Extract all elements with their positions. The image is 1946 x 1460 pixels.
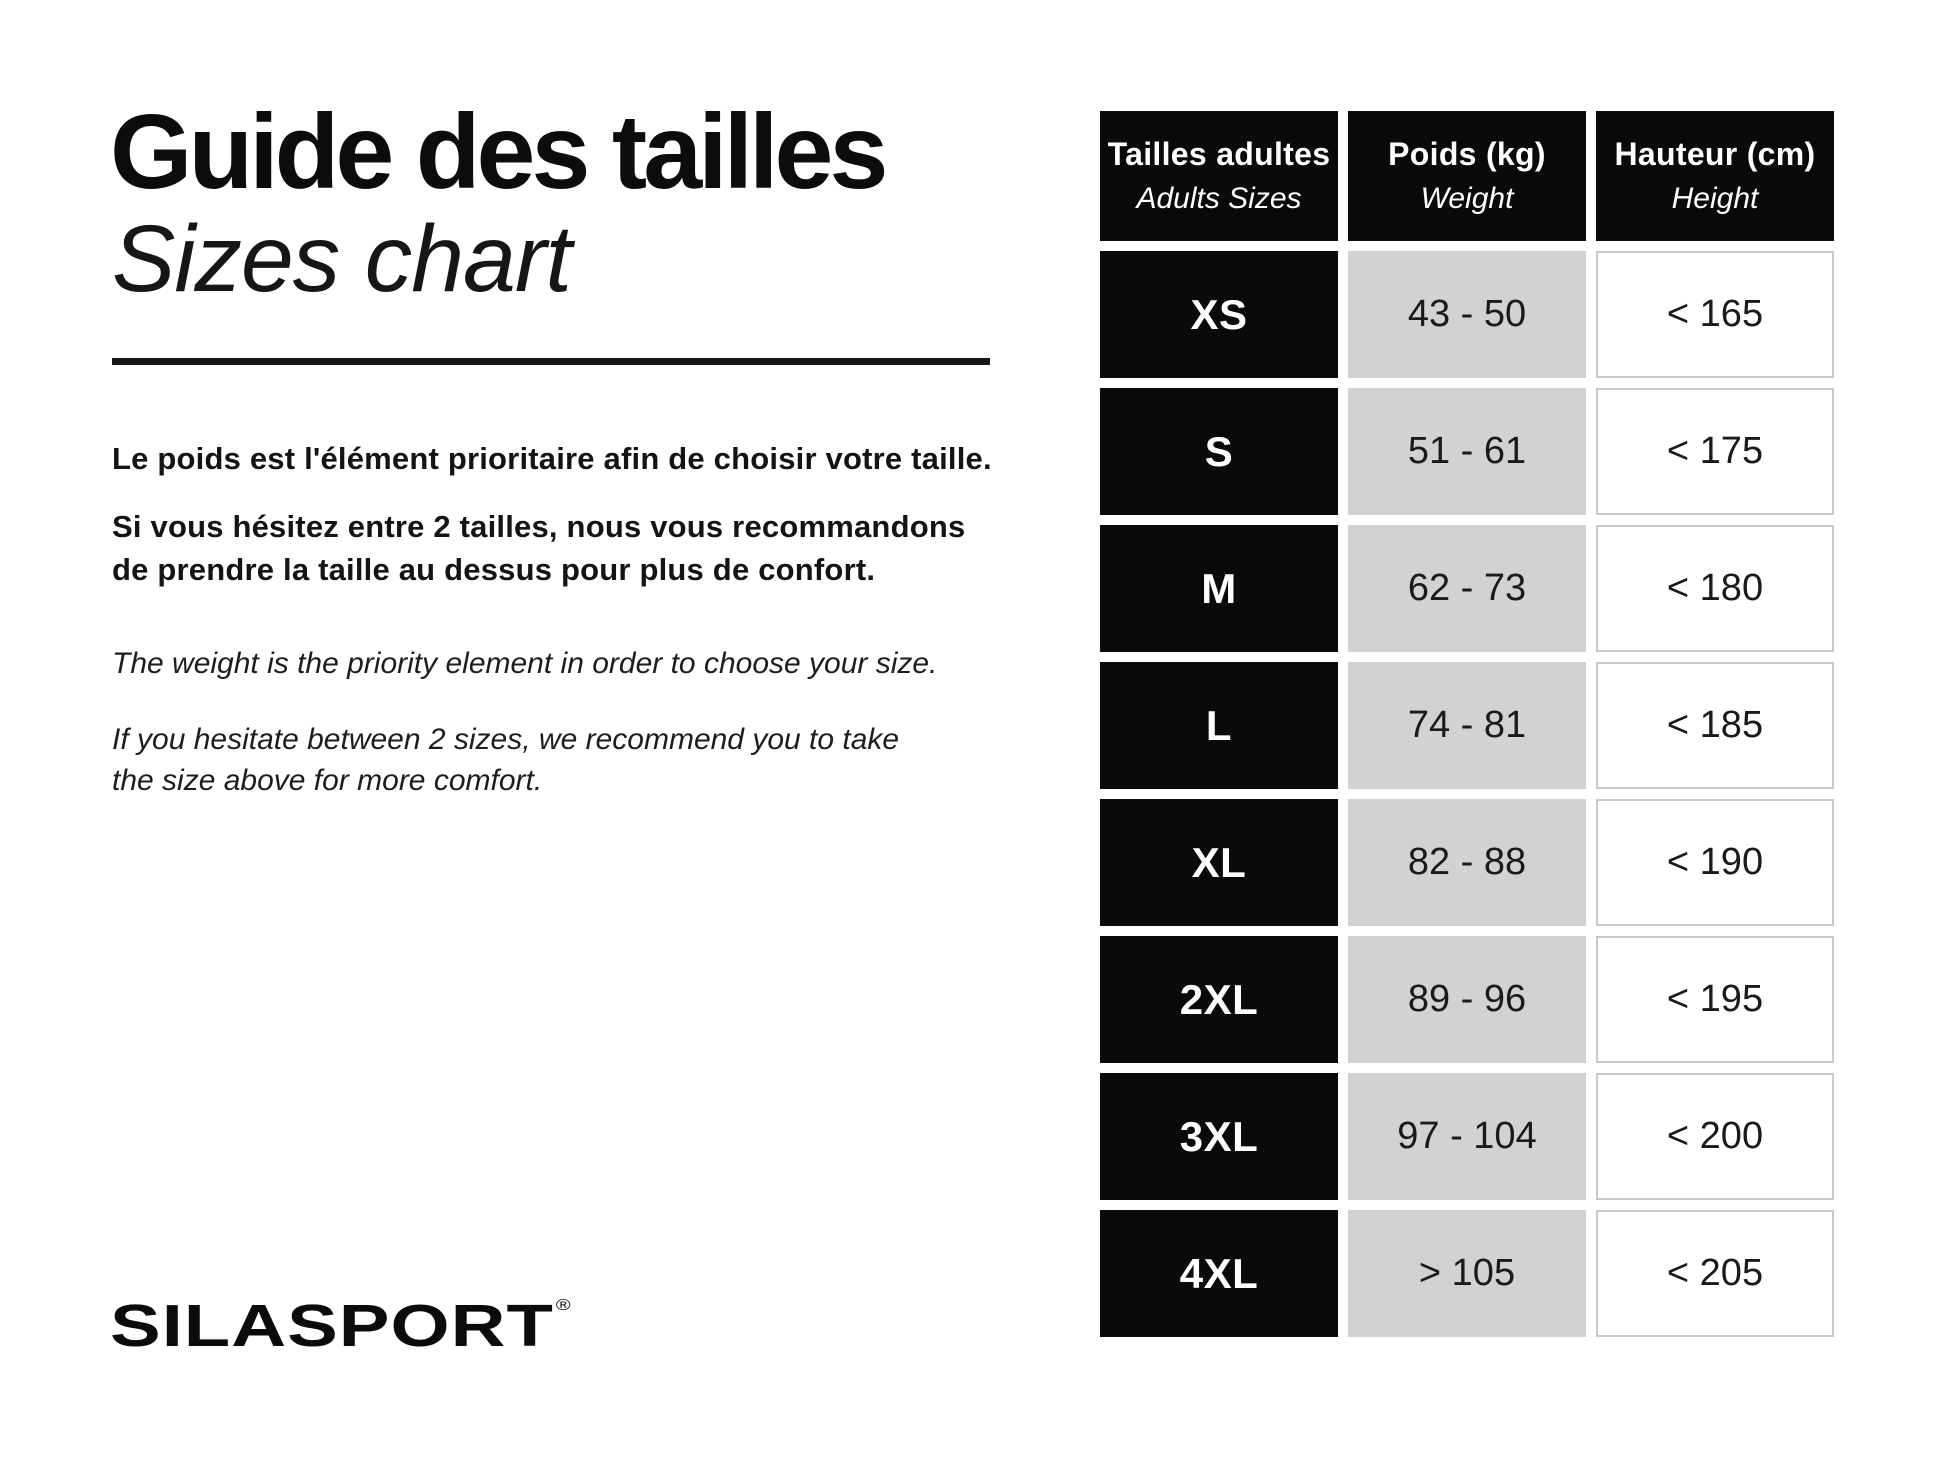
weight-range-cell: 82 - 88 <box>1348 799 1586 926</box>
silasport-logo: SILASPORT ® <box>110 1292 572 1360</box>
page-title-english: Sizes chart <box>112 206 572 312</box>
page-title-french: Guide des tailles <box>110 93 888 211</box>
column-header-label-en: Height <box>1671 182 1759 215</box>
size-label-cell: S <box>1100 388 1338 515</box>
title-divider-rule <box>112 358 990 365</box>
column-header-label-fr: Poids (kg) <box>1388 136 1546 172</box>
height-limit-cell: < 185 <box>1596 662 1834 789</box>
height-limit-cell: < 200 <box>1596 1073 1834 1200</box>
weight-range-cell: 74 - 81 <box>1348 662 1586 789</box>
column-header-label-fr: Hauteur (cm) <box>1614 136 1816 172</box>
registered-trademark-icon: ® <box>555 1296 572 1314</box>
weight-range-cell: 51 - 61 <box>1348 388 1586 515</box>
size-label-cell: L <box>1100 662 1338 789</box>
height-limit-cell: < 190 <box>1596 799 1834 926</box>
weight-range-cell: > 105 <box>1348 1210 1586 1337</box>
column-header-label-en: Weight <box>1420 182 1514 215</box>
size-label-cell: 4XL <box>1100 1210 1338 1337</box>
height-limit-cell: < 180 <box>1596 525 1834 652</box>
column-header-label-fr: Tailles adultes <box>1107 136 1331 172</box>
intro-french-weight-priority: Le poids est l'élément prioritaire afin … <box>112 441 992 476</box>
weight-range-cell: 62 - 73 <box>1348 525 1586 652</box>
weight-range-cell: 97 - 104 <box>1348 1073 1586 1200</box>
column-header-adult-sizes: Tailles adultes Adults Sizes <box>1100 111 1338 241</box>
height-limit-cell: < 175 <box>1596 388 1834 515</box>
height-limit-cell: < 165 <box>1596 251 1834 378</box>
intro-english-hesitate-advice: If you hesitate between 2 sizes, we reco… <box>112 723 900 797</box>
size-label-cell: 3XL <box>1100 1073 1338 1200</box>
size-label-cell: XS <box>1100 251 1338 378</box>
logo-wordmark: SILASPORT <box>110 1292 554 1360</box>
size-label-cell: XL <box>1100 799 1338 926</box>
column-header-height: Hauteur (cm) Height <box>1596 111 1834 241</box>
size-label-cell: 2XL <box>1100 936 1338 1063</box>
intro-english-weight-priority: The weight is the priority element in or… <box>112 647 938 680</box>
size-chart-table: Tailles adultes Adults Sizes Poids (kg) … <box>1100 111 1834 1337</box>
weight-range-cell: 89 - 96 <box>1348 936 1586 1063</box>
weight-range-cell: 43 - 50 <box>1348 251 1586 378</box>
column-header-weight: Poids (kg) Weight <box>1348 111 1586 241</box>
size-label-cell: M <box>1100 525 1338 652</box>
height-limit-cell: < 195 <box>1596 936 1834 1063</box>
intro-french-hesitate-advice: Si vous hésitez entre 2 tailles, nous vo… <box>112 509 966 587</box>
column-header-label-en: Adults Sizes <box>1136 182 1302 215</box>
height-limit-cell: < 205 <box>1596 1210 1834 1337</box>
